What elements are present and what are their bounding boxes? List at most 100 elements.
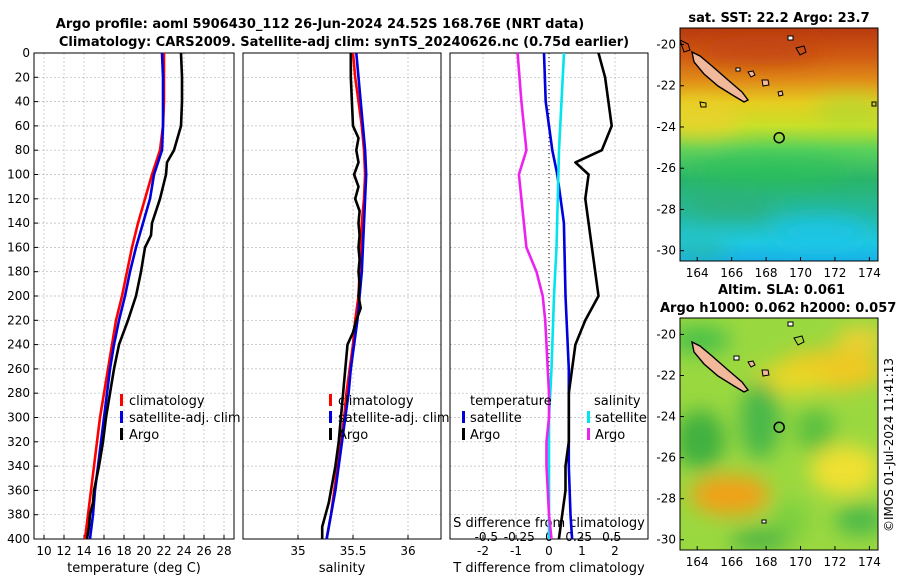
loyalty-island [747, 360, 756, 368]
series-line-t-argo [557, 52, 614, 540]
y-tick-label: 140 [7, 216, 30, 230]
map-y-tick-label: -22 [656, 368, 676, 382]
map-x-tick-label: 174 [858, 266, 881, 280]
x-tick-label: 1 [578, 544, 586, 558]
y-tick-label: 200 [7, 289, 30, 303]
x-axis-label: T difference from climatology [452, 561, 645, 576]
legend-title-temperature: temperature [470, 394, 552, 409]
map-x-tick-label: 170 [789, 266, 812, 280]
s-tick-label: -0.25 [504, 530, 535, 544]
map-y-tick-label: -28 [656, 492, 676, 506]
map-x-tick-label: 164 [686, 555, 709, 569]
x-tick-label: 2 [611, 544, 619, 558]
map-x-tick-label: 166 [720, 555, 743, 569]
figure-title-line2: Climatology: CARS2009. Satellite-adj cli… [59, 35, 629, 50]
temperature-panel: 10 12 14 16 18 20 22 24 26 28 temperature (deg C) 0… [7, 46, 235, 576]
reef-outline [761, 519, 767, 524]
y-tick-label: 80 [15, 143, 30, 157]
y-tick-label: 40 [15, 95, 30, 109]
sst-map-frame [679, 27, 879, 262]
reef-outline [733, 355, 740, 361]
legend-swatch-argo [329, 428, 332, 440]
x-tick-label: 12 [56, 544, 71, 558]
sst-map: sat. SST: 22.2 Argo: 23.7 [656, 11, 880, 280]
map-y-tick-label: -26 [656, 161, 676, 175]
new-caledonia-island [691, 50, 750, 103]
y-tick-label: 340 [7, 459, 30, 473]
legend-label-t-satellite: satellite [470, 411, 522, 426]
x-tick-label: 35 [290, 544, 305, 558]
plot-frame [242, 52, 442, 540]
series-line-satellite-adj-clim [88, 52, 165, 540]
series-line-argo [85, 52, 184, 540]
sst-map-axes: 164 166 168 170 172 174 -20 -22 -24 -26 -28 -30 [656, 37, 880, 280]
sla-map-title: Altim. SLA: 0.061 [718, 283, 845, 298]
y-tick-label: 20 [15, 70, 30, 84]
argo-float-marker [773, 421, 785, 433]
sla-map-axes: 164 166 168 170 172 174 -20 -22 -24 -26 -28 -30 [656, 327, 880, 569]
map-x-tick-label: 172 [824, 555, 847, 569]
legend-title-salinity: salinity [594, 394, 641, 409]
legend-swatch-satellite [120, 411, 123, 423]
difference-legend: temperature satellite Argo salinity sate… [462, 394, 647, 443]
y-tick-label: 120 [7, 192, 30, 206]
series-line-s-argo [516, 52, 553, 540]
legend-swatch-s-argo [587, 428, 590, 440]
map-y-tick-label: -24 [656, 120, 676, 134]
legend-swatch-argo [120, 428, 123, 440]
y-tick-label: 260 [7, 362, 30, 376]
map-x-tick-label: 164 [686, 266, 709, 280]
reef-outline [699, 101, 707, 108]
y-tick-label: 180 [7, 265, 30, 279]
legend-swatch-climatology [120, 394, 123, 406]
map-y-tick-label: -20 [656, 37, 676, 51]
legend-label-climatology: climatology [338, 394, 414, 409]
loyalty-island [747, 70, 756, 78]
y-tick-label: 160 [7, 240, 30, 254]
credit-timestamp: ©IMOS 01-Jul-2024 11:41:13 [882, 358, 896, 532]
sst-field-texture [680, 36, 878, 260]
s-tick-label: 0.25 [565, 530, 592, 544]
reef-outline [793, 335, 805, 346]
salinity-legend: climatology satellite-adj. clim Argo [329, 394, 450, 443]
x-tick-label: 20 [136, 544, 151, 558]
sla-map-subtitle: Argo h1000: 0.062 h2000: 0.057 [660, 301, 896, 316]
loyalty-island [761, 79, 770, 87]
x-axis-label: temperature (deg C) [67, 561, 201, 576]
legend-label-s-satellite: satellite [595, 411, 647, 426]
map-x-tick-label: 168 [755, 555, 778, 569]
y-tick-label: 400 [7, 532, 30, 546]
y-tick-label: 220 [7, 313, 30, 327]
y-tick-label: 100 [7, 168, 30, 182]
x-axis-label: salinity [319, 561, 366, 576]
sla-map: Altim. SLA: 0.061 Argo h1000: 0.062 h200… [656, 283, 896, 569]
x-tick-label: 18 [116, 544, 131, 558]
x-tick-label: -2 [477, 544, 489, 558]
y-tick-label: 320 [7, 435, 30, 449]
legend-swatch-s-satellite [587, 411, 590, 423]
legend-label-s-argo: Argo [595, 428, 625, 443]
series-line-argo [320, 53, 363, 539]
legend-swatch-t-satellite [462, 411, 465, 423]
y-tick-label: 380 [7, 508, 30, 522]
reef-outline [735, 67, 741, 72]
reef-outline [795, 45, 807, 56]
loyalty-island [761, 369, 770, 377]
legend-swatch-climatology [329, 394, 332, 406]
x-tick-label: 26 [196, 544, 211, 558]
map-y-tick-label: -26 [656, 451, 676, 465]
legend-label-satellite: satellite-adj. clim [129, 411, 241, 426]
sla-field-texture [680, 326, 878, 550]
x-tick-label: 0 [545, 544, 553, 558]
map-x-tick-label: 172 [824, 266, 847, 280]
sla-map-frame [679, 317, 879, 551]
y-tick-label: 0 [22, 46, 30, 60]
legend-swatch-satellite [329, 411, 332, 423]
legend-label-argo: Argo [129, 428, 159, 443]
x-tick-label: 22 [156, 544, 171, 558]
legend-label-argo: Argo [338, 428, 368, 443]
map-y-tick-label: -28 [656, 202, 676, 216]
map-x-tick-label: 170 [789, 555, 812, 569]
